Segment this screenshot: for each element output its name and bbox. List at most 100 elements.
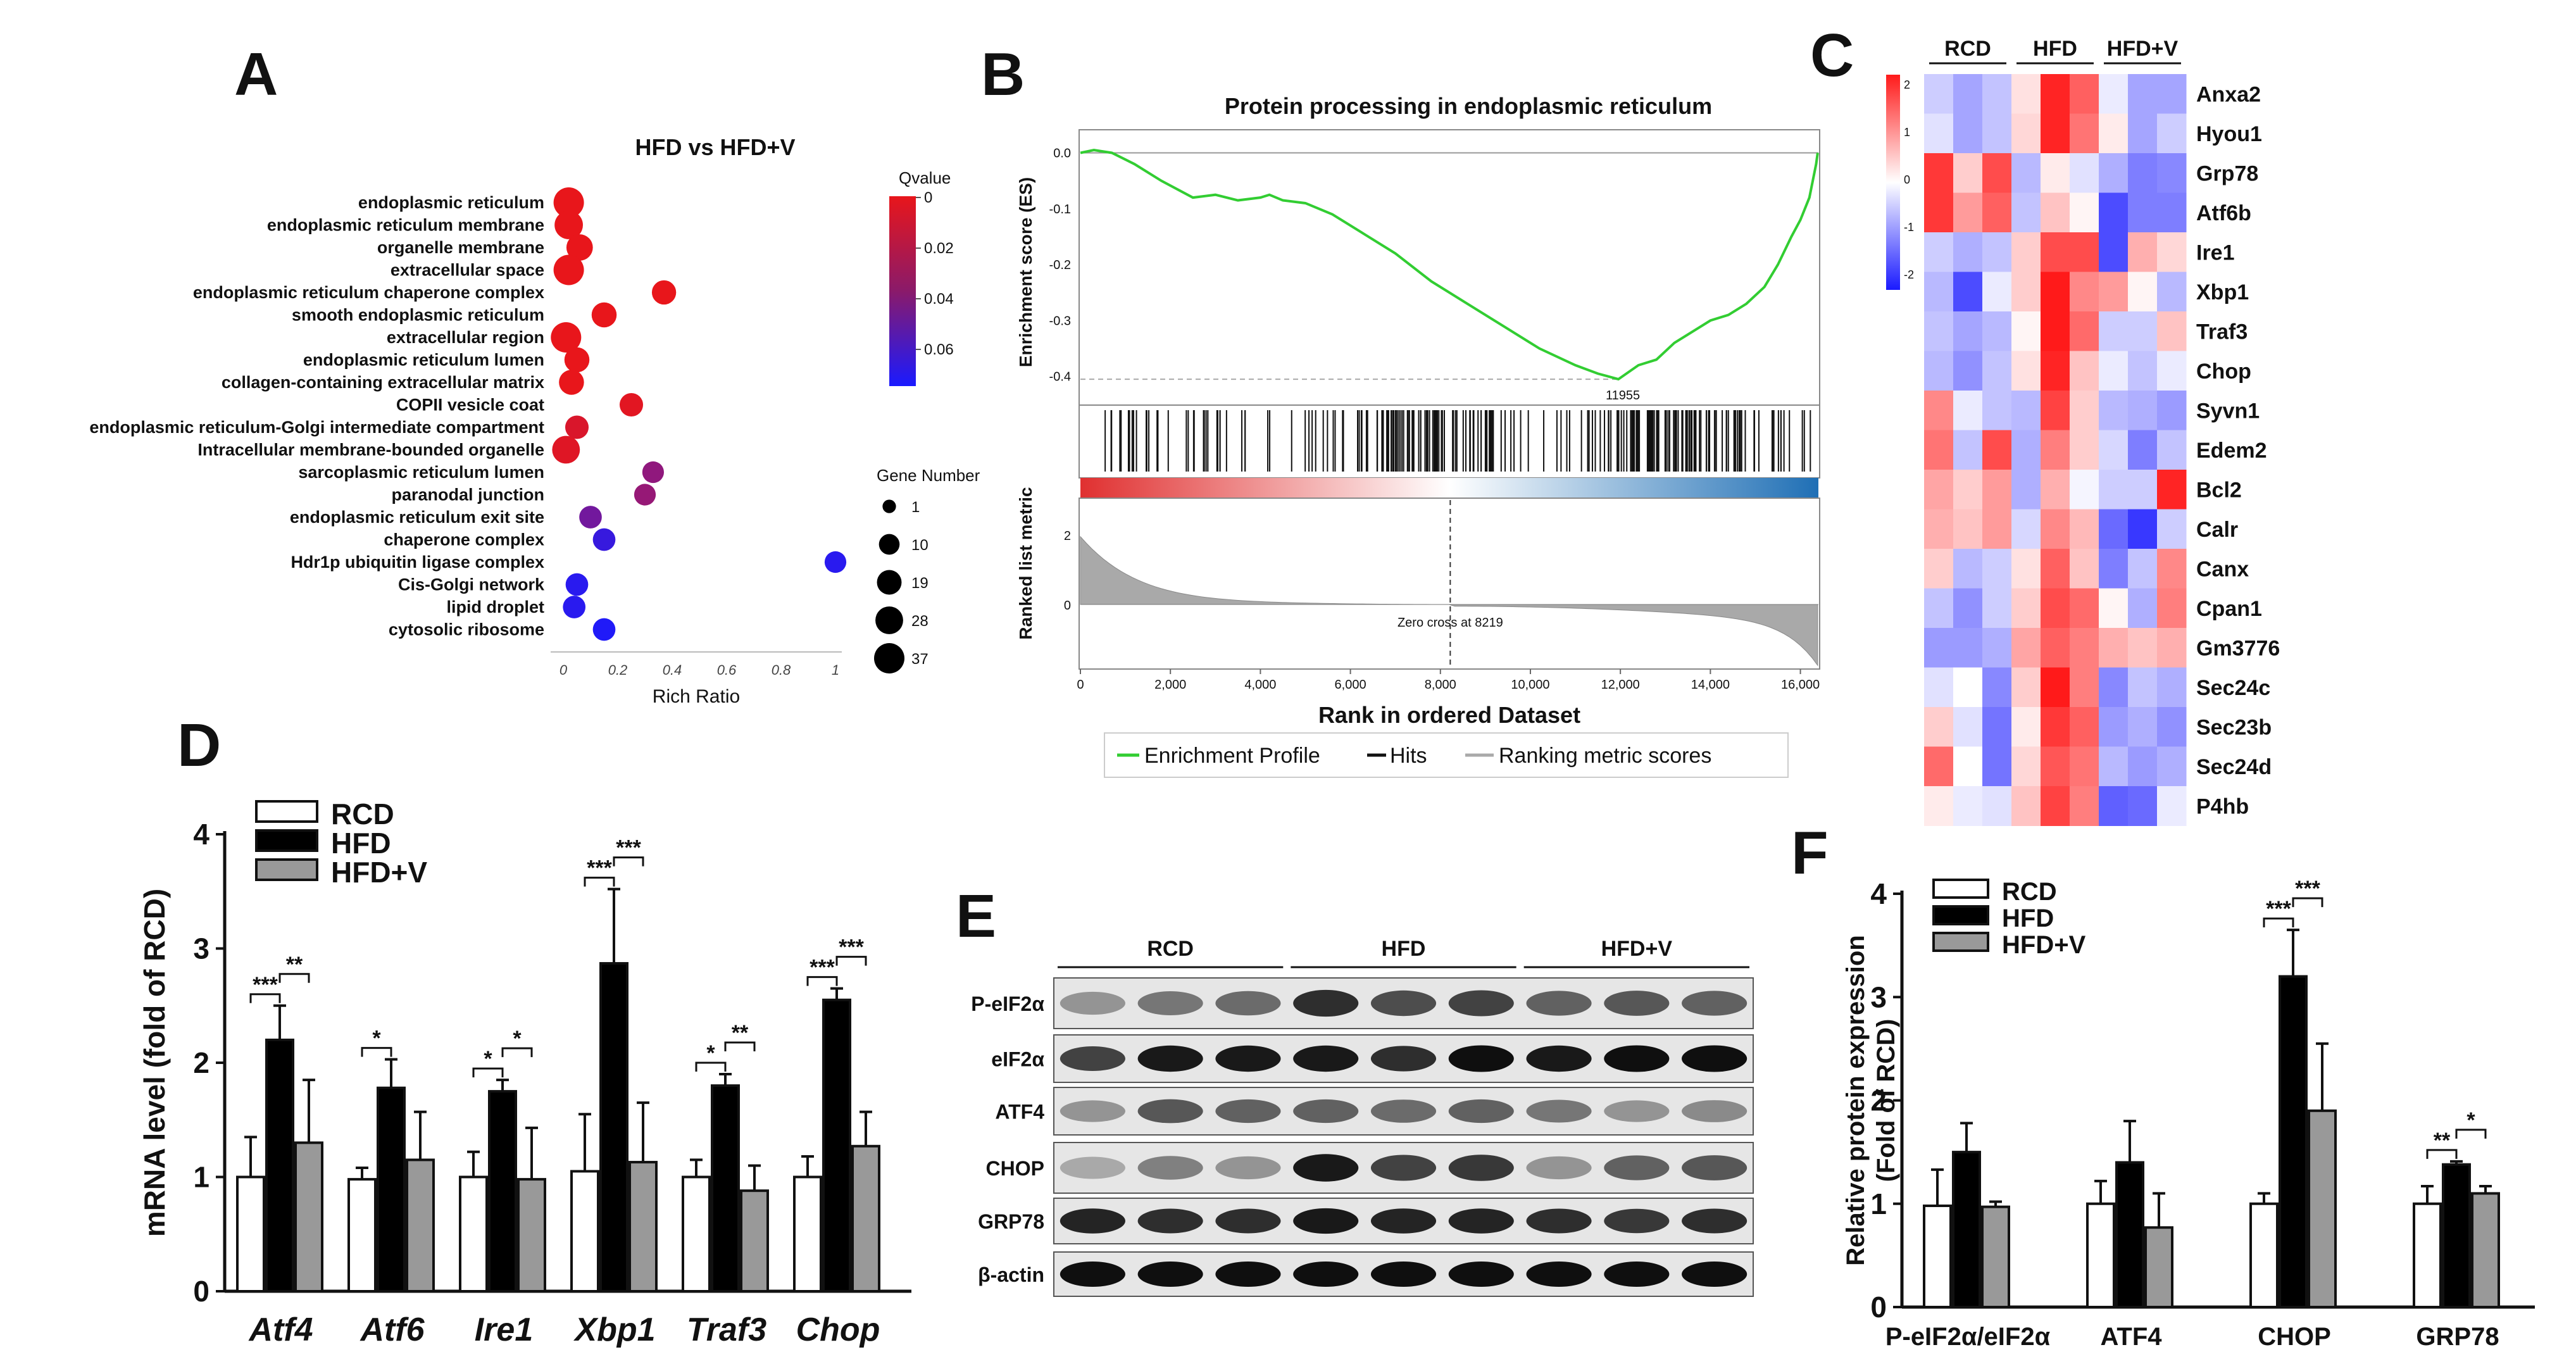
es-y-label: Enrichment score (ES) bbox=[1016, 177, 1035, 367]
significance-bracket bbox=[2455, 1129, 2487, 1139]
heatmap-scale-tick: 1 bbox=[1904, 126, 1910, 139]
heatmap-gene-label: Ire1 bbox=[2196, 241, 2235, 265]
significance-label: * bbox=[706, 1041, 715, 1065]
heatmap-cell bbox=[1953, 74, 1983, 114]
significance-bracket bbox=[249, 993, 281, 1003]
blot-band bbox=[1060, 991, 1125, 1015]
panel-e-western-blot: RCD HFD HFD+V P-eIF2α eIF2α ATF4 CHOP GRP78 β-ac… bbox=[971, 937, 1754, 1297]
category-label: Traf3 bbox=[687, 1312, 766, 1348]
heatmap-color-scale bbox=[1886, 75, 1900, 290]
blot-band bbox=[1060, 1046, 1125, 1071]
heatmap-cell bbox=[2011, 272, 2041, 312]
bar-hfd bbox=[599, 961, 628, 1293]
legend-swatch-hfd bbox=[1932, 905, 1989, 925]
blot-row-label: GRP78 bbox=[978, 1210, 1044, 1233]
y-tick-label: 0 bbox=[193, 1275, 209, 1308]
qvalue-legend-title: Qvalue bbox=[899, 168, 951, 187]
blot-band bbox=[1526, 991, 1592, 1016]
term-label: extracellular region bbox=[387, 328, 544, 347]
bar-hfd bbox=[2279, 975, 2308, 1308]
gene-number-legend: 1 10 19 28 37 bbox=[874, 499, 928, 673]
bar-hfd bbox=[265, 1038, 294, 1293]
heatmap-cell bbox=[1982, 153, 2012, 193]
heatmap-cell bbox=[1953, 311, 1983, 351]
heatmap-cell bbox=[2099, 113, 2129, 154]
bar-rcd bbox=[682, 1175, 711, 1293]
heatmap-cell bbox=[2070, 470, 2099, 510]
heatmap-cell bbox=[2157, 192, 2187, 233]
category-label: Atf4 bbox=[247, 1312, 313, 1348]
qvalue-colorbar bbox=[889, 196, 916, 386]
gsea-legend-profile: Enrichment Profile bbox=[1144, 744, 1320, 768]
heatmap-cell bbox=[2099, 509, 2129, 549]
heatmap-cell bbox=[1982, 272, 2012, 312]
heatmap-cell bbox=[1953, 470, 1983, 510]
heatmap-cell bbox=[2099, 430, 2129, 470]
blot-band bbox=[1060, 1156, 1125, 1179]
heatmap-cell bbox=[2099, 667, 2129, 708]
metric-tick-label: 2 bbox=[1064, 529, 1071, 543]
heatmap-cell bbox=[2099, 588, 2129, 629]
term-label: endoplasmic reticulum lumen bbox=[303, 351, 544, 370]
significance-bracket bbox=[472, 1067, 504, 1078]
significance-label: * bbox=[2467, 1108, 2475, 1132]
term-dot bbox=[592, 528, 616, 551]
blot-band bbox=[1215, 1045, 1281, 1072]
gsea-legend-hits: Hits bbox=[1390, 744, 1427, 768]
heatmap-cell bbox=[1924, 232, 1954, 272]
blot-band bbox=[1137, 1208, 1203, 1234]
qvalue-legend-ticks: 0 0.02 0.04 0.06 bbox=[916, 189, 954, 358]
gene-number-legend-title: Gene Number bbox=[877, 466, 980, 485]
bar-hfd bbox=[488, 1090, 517, 1293]
term-dot bbox=[592, 618, 616, 641]
legend-swatch-rcd bbox=[1932, 879, 1989, 899]
heatmap-cell bbox=[2041, 667, 2070, 708]
es-tick-label: -0.2 bbox=[1049, 258, 1071, 272]
heatmap-cell bbox=[2157, 430, 2187, 470]
metric-frame bbox=[1079, 498, 1820, 670]
heatmap-cell bbox=[2011, 470, 2041, 510]
blot-band bbox=[1370, 1099, 1437, 1123]
heatmap-group-header: HFD+V bbox=[2107, 37, 2179, 61]
gene-number-legend-label: 37 bbox=[911, 651, 928, 668]
heatmap-cell bbox=[1953, 549, 1983, 589]
heatmap-scale-tick: 2 bbox=[1904, 78, 1910, 91]
metric-tick-label: 0 bbox=[1064, 599, 1071, 613]
bar-hfd bbox=[2442, 1163, 2471, 1308]
gsea-x-tick-label: 2,000 bbox=[1154, 678, 1186, 692]
blot-band bbox=[1682, 1045, 1748, 1072]
bar-hfdplusv bbox=[2144, 1226, 2173, 1308]
heatmap-cell bbox=[2041, 549, 2070, 589]
significance-bracket bbox=[501, 1047, 533, 1058]
heatmap-cell bbox=[1982, 113, 2012, 154]
significance-label: ** bbox=[732, 1021, 749, 1045]
heatmap-scale-tick: -2 bbox=[1904, 268, 1914, 281]
heatmap-cell bbox=[1982, 549, 2012, 589]
bar-hfdplusv bbox=[740, 1189, 769, 1293]
blot-band bbox=[1137, 1261, 1203, 1287]
blot-band bbox=[1215, 1208, 1281, 1234]
term-label: paranodal junction bbox=[391, 485, 544, 504]
blot-row-label: β-actin bbox=[978, 1263, 1044, 1286]
blot-band bbox=[1215, 1099, 1281, 1124]
heatmap-cell bbox=[2099, 707, 2129, 747]
bar-rcd bbox=[2086, 1202, 2115, 1308]
heatmap-cell bbox=[2070, 509, 2099, 549]
significance-bracket bbox=[584, 877, 615, 887]
zero-cross-label: Zero cross at 8219 bbox=[1397, 616, 1503, 630]
es-tick-label: -0.4 bbox=[1049, 370, 1071, 384]
heatmap-gene-labels: Anxa2 Hyou1 Grp78 Atf6b Ire1 Xbp1 Traf3 Chop Syv… bbox=[2196, 82, 2280, 818]
legend-label: HFD bbox=[331, 827, 391, 860]
y-tick-label: 1 bbox=[193, 1161, 209, 1194]
heatmap-cell bbox=[2011, 351, 2041, 391]
heatmap-cell bbox=[2041, 786, 2070, 826]
significance-label: *** bbox=[616, 836, 641, 860]
gsea-x-ticks: 0 2,000 4,000 6,000 8,000 10,000 12,000 14,000 1… bbox=[1077, 669, 1820, 692]
legend-swatch-rcd bbox=[255, 800, 318, 823]
blot-band bbox=[1215, 1156, 1281, 1180]
heatmap-cell bbox=[1953, 391, 1983, 430]
heatmap-cell bbox=[1953, 786, 1983, 826]
blot-band bbox=[1604, 1045, 1670, 1072]
panel-d-bar-chart: 01234Atf4*****Atf6*Ire1**Xbp1******Traf3… bbox=[138, 798, 911, 1348]
heatmap-cell bbox=[1953, 707, 1983, 747]
